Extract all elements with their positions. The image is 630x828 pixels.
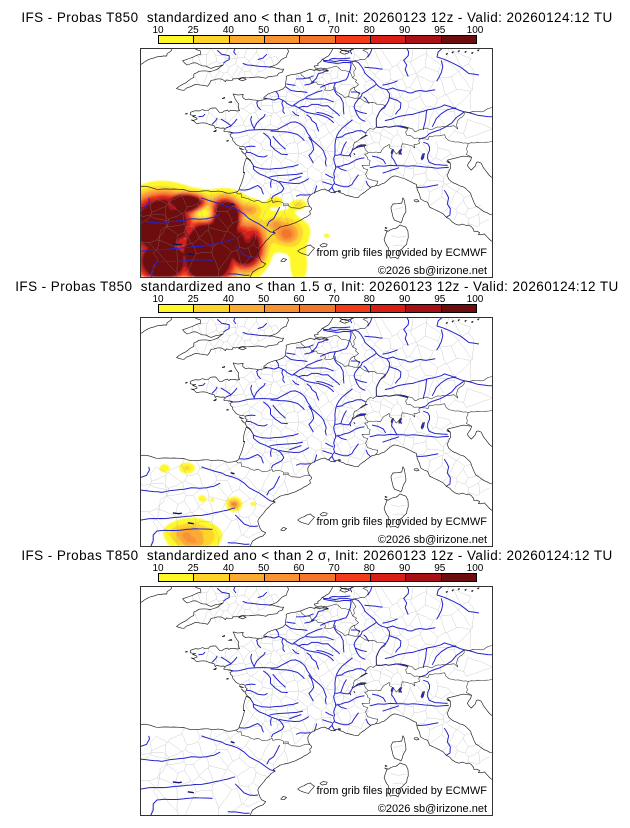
svg-text:from grib files provided by EC: from grib files provided by ECMWF (316, 516, 487, 528)
svg-text:from grib files provided by EC: from grib files provided by ECMWF (316, 785, 487, 797)
svg-text:©2026 sb@irizone.net: ©2026 sb@irizone.net (378, 803, 487, 815)
svg-text:©2026 sb@irizone.net: ©2026 sb@irizone.net (378, 534, 487, 546)
svg-text:©2026 sb@irizone.net: ©2026 sb@irizone.net (378, 265, 487, 277)
svg-text:from grib files provided by EC: from grib files provided by ECMWF (316, 247, 487, 259)
